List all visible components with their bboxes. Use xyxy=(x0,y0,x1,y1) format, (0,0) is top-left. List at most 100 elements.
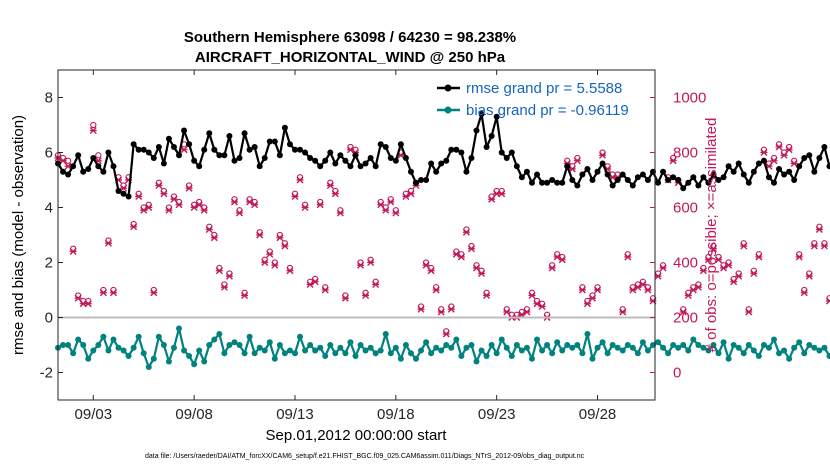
bias-point xyxy=(468,342,475,348)
obs-assimilated-point xyxy=(120,184,128,192)
rmse-point xyxy=(266,138,273,145)
rmse-point xyxy=(291,146,298,153)
bias-point xyxy=(599,339,606,346)
obs-assimilated-point xyxy=(659,264,667,272)
y2-tick-label: 600 xyxy=(673,200,698,217)
series-layer xyxy=(55,111,830,370)
bias-point xyxy=(155,333,162,340)
rmse-point xyxy=(428,160,435,167)
bias-point xyxy=(760,342,767,348)
obs-assimilated-point xyxy=(69,248,77,255)
bias-point xyxy=(811,344,818,351)
rmse-point xyxy=(781,171,788,178)
bias-point xyxy=(448,344,455,351)
rmse-point xyxy=(649,168,656,175)
legend-bias-label: bias grand pr = -0.96119 xyxy=(466,102,629,119)
rmse-point xyxy=(670,174,677,181)
obs-assimilated-point xyxy=(644,286,652,294)
obs-assimilated-point xyxy=(624,253,632,261)
obs-assimilated-point xyxy=(725,261,733,269)
bias-point xyxy=(639,339,646,346)
obs-assimilated-point xyxy=(84,300,92,308)
obs-assimilated-point xyxy=(321,286,329,294)
bias-point xyxy=(130,344,137,351)
rmse-point xyxy=(357,163,364,170)
obs-assimilated-point xyxy=(462,228,470,236)
obs-assimilated-point xyxy=(236,209,244,217)
obs-assimilated-point xyxy=(735,272,743,280)
bias-point xyxy=(80,342,87,348)
obs-assimilated-point xyxy=(109,289,117,297)
obs-assimilated-point xyxy=(104,239,112,247)
bias-point xyxy=(307,342,314,348)
bias-point xyxy=(715,350,722,357)
x-tick-label: 09/08 xyxy=(175,406,213,423)
obs-assimilated-point xyxy=(523,308,531,316)
rmse-point xyxy=(564,163,571,170)
obs-assimilated-point xyxy=(150,289,158,297)
bias-point xyxy=(206,342,213,348)
rmse-point xyxy=(549,177,556,183)
obs-assimilated-point xyxy=(372,281,380,288)
obs-assimilated-point xyxy=(578,286,586,294)
bias-point xyxy=(569,344,576,351)
rmse-point xyxy=(407,168,414,175)
obs-assimilated-point xyxy=(740,242,748,250)
rmse-point xyxy=(211,146,218,153)
obs-possible-point xyxy=(90,121,97,129)
legend-rmse-marker xyxy=(444,84,452,92)
bias-point xyxy=(579,350,586,357)
obs-assimilated-point xyxy=(467,245,475,253)
rmse-point xyxy=(246,146,253,153)
y-tick-label: 6 xyxy=(45,145,53,162)
bias-point xyxy=(352,353,359,359)
obs-assimilated-point xyxy=(362,292,370,299)
obs-assimilated-point xyxy=(185,184,193,192)
rmse-point xyxy=(256,163,263,170)
bias-point xyxy=(670,342,677,348)
rmse-point xyxy=(534,171,541,178)
rmse-point xyxy=(503,155,510,161)
rmse-point xyxy=(760,157,767,164)
bias-point xyxy=(493,350,500,357)
obs-assimilated-point xyxy=(256,231,264,239)
y-tick-label: 2 xyxy=(45,255,53,272)
obs-assimilated-point xyxy=(341,294,349,302)
rmse-point xyxy=(634,174,641,181)
rmse-point xyxy=(201,146,208,153)
rmse-point xyxy=(735,160,742,167)
rmse-point xyxy=(186,141,193,148)
bias-point xyxy=(241,350,248,357)
obs-assimilated-point xyxy=(89,127,97,134)
obs-assimilated-point xyxy=(815,226,823,233)
bias-point xyxy=(821,344,828,351)
rmse-point xyxy=(655,179,662,186)
rmse-point xyxy=(776,166,783,172)
obs-assimilated-point xyxy=(392,209,400,217)
rmse-point xyxy=(337,152,344,159)
legend: rmse grand pr = 5.5588 bias grand pr = -… xyxy=(437,80,629,119)
rmse-point xyxy=(226,133,233,139)
rmse-point xyxy=(297,146,304,153)
bias-point xyxy=(528,355,535,362)
rmse-point xyxy=(609,182,616,189)
obs-assimilated-point xyxy=(432,286,440,294)
rmse-point xyxy=(745,179,752,186)
bias-point xyxy=(266,339,273,346)
obs-assimilated-point xyxy=(709,245,717,253)
bias-point xyxy=(418,347,425,354)
bias-point xyxy=(90,347,97,354)
plot-area xyxy=(58,70,655,400)
bias-point xyxy=(65,342,72,348)
rmse-point xyxy=(523,168,530,175)
plot-frame xyxy=(57,69,656,401)
y-tick-label: 8 xyxy=(45,90,53,107)
obs-assimilated-point xyxy=(437,308,445,316)
obs-assimilated-point xyxy=(730,278,738,286)
rmse-point xyxy=(755,160,762,167)
bias-point xyxy=(261,347,268,354)
rmse-point xyxy=(574,182,581,189)
rmse-point xyxy=(251,144,258,150)
rmse-point xyxy=(463,168,470,175)
obs-assimilated-point xyxy=(745,308,753,316)
